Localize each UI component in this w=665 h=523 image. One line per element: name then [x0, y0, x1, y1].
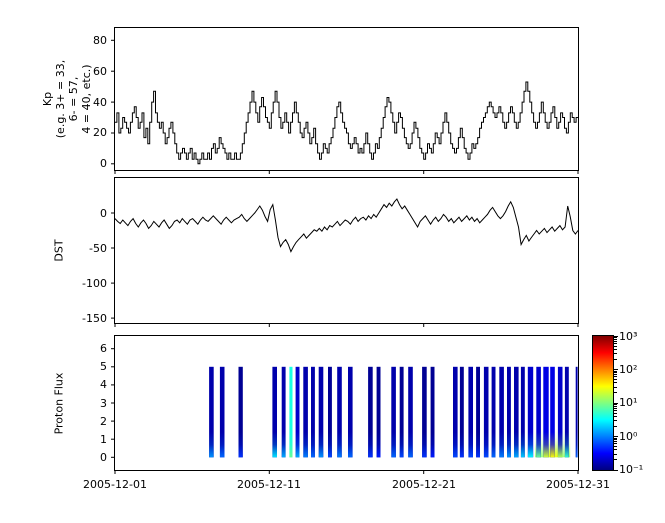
x-tick-label: 2005-12-21 [392, 478, 456, 491]
colorbar-tick-mark [614, 372, 617, 374]
colorbar-tick-mark [614, 340, 617, 342]
colorbar-tick-mark [614, 358, 617, 360]
kp-panel [111, 27, 579, 174]
colorbar-tick-mark [614, 335, 618, 337]
colorbar-tick-mark [614, 409, 617, 411]
colorbar-tick-mark [614, 348, 617, 350]
kp-axis-label-line: (e.g. 3+ = 33, [54, 59, 67, 139]
y-tick-label: 0 [100, 451, 107, 464]
colorbar-tick-mark [614, 345, 617, 347]
y-tick-label: 80 [93, 34, 107, 47]
y-tick-label: 2 [100, 415, 107, 428]
colorbar-tick-mark [614, 392, 617, 394]
colorbar-tick-mark [614, 443, 617, 445]
colorbar-tick-mark [614, 407, 617, 409]
colorbar-tick-mark [614, 382, 617, 384]
y-tick-label: 0 [100, 207, 107, 220]
colorbar-tick-mark [614, 386, 617, 388]
y-tick-label: 0 [100, 157, 107, 170]
colorbar-tick-mark [614, 338, 617, 340]
y-tick-label: -150 [82, 312, 107, 325]
colorbar-tick-mark [614, 439, 617, 441]
colorbar-tick-mark [614, 441, 617, 443]
colorbar-tick-mark [614, 459, 617, 461]
kp-axis-label-line: Kp [41, 91, 54, 107]
colorbar-tick-mark [614, 404, 617, 405]
x-tick-label: 2005-12-01 [83, 478, 147, 491]
colorbar-tick-mark [614, 376, 617, 378]
x-tick-label: 2005-12-31 [546, 478, 610, 491]
colorbar-tick-mark [614, 469, 618, 471]
colorbar-tick-mark [614, 353, 617, 354]
colorbar-tick-mark [614, 446, 617, 448]
dst-panel [111, 177, 579, 327]
y-tick-label: 5 [100, 360, 107, 373]
y-tick-label: -100 [82, 277, 107, 290]
y-tick-label: -50 [89, 242, 107, 255]
colorbar-tick-mark [614, 453, 617, 455]
colorbar-tick-mark [614, 402, 618, 404]
colorbar-tick-mark [614, 436, 618, 437]
y-tick-label: 4 [100, 378, 107, 391]
colorbar-tick-label: 10⁻¹ [619, 463, 644, 476]
colorbar-tick-mark [614, 370, 617, 372]
colorbar-tick-label: 10¹ [619, 396, 638, 409]
dst-line-chart [111, 198, 579, 327]
colorbar-tick-mark [614, 420, 617, 421]
colorbar-tick-mark [614, 405, 617, 407]
colorbar-tick-mark [614, 374, 617, 376]
colorbar-tick-mark [614, 369, 618, 370]
colorbar-tick-mark [614, 379, 617, 381]
proton-flux-axis-label: Proton Flux [52, 372, 66, 435]
colorbar-tick-mark [614, 412, 617, 414]
proton-flux-heatmap [111, 348, 579, 474]
y-tick-label: 20 [93, 126, 107, 139]
colorbar-tick-mark [614, 415, 617, 417]
y-tick-label: 3 [100, 397, 107, 410]
colorbar-tick-label: 10³ [619, 330, 638, 343]
y-tick-label: 6 [100, 342, 107, 355]
kp-step-chart [111, 39, 579, 174]
proton-flux-panel [111, 335, 579, 474]
colorbar-tick-label: 10⁰ [619, 430, 638, 443]
colorbar [592, 335, 614, 471]
y-tick-label: 40 [93, 96, 107, 109]
colorbar-tick-mark [614, 342, 617, 344]
colorbar-tick-mark [614, 437, 617, 439]
colorbar-tick-mark [614, 337, 617, 338]
colorbar-tick-label: 10² [619, 363, 638, 376]
dst-axis-label: DST [52, 239, 66, 262]
colorbar-tick-mark [614, 449, 617, 451]
y-tick-label: 1 [100, 433, 107, 446]
colorbar-tick-mark [614, 425, 617, 427]
x-tick-label: 2005-12-11 [237, 478, 301, 491]
y-tick-label: 60 [93, 65, 107, 78]
